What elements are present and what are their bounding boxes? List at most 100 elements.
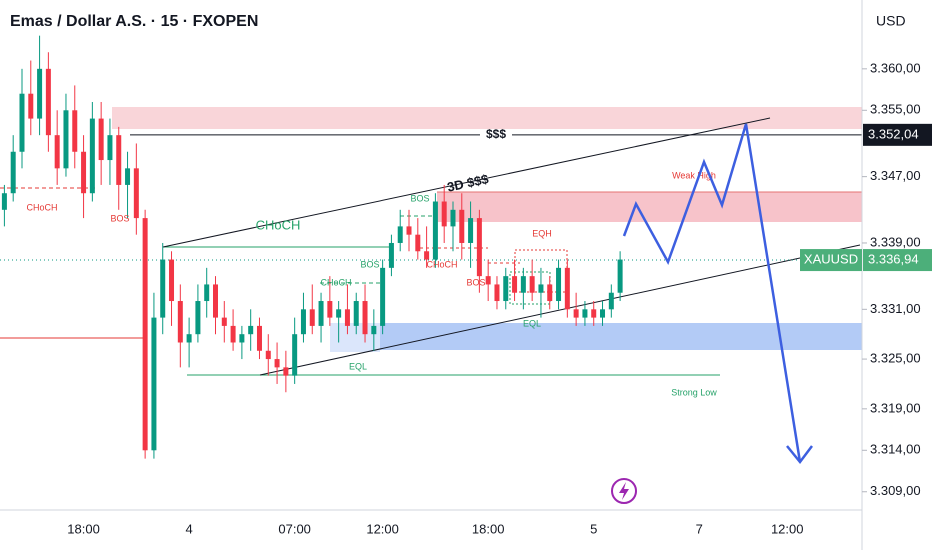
candle-body (19, 93, 25, 152)
y-tick-label: 3.319,00 (870, 400, 921, 415)
candle-body (556, 267, 562, 302)
candle-body (406, 226, 412, 235)
candle-body (63, 110, 69, 169)
candle-body (81, 151, 87, 194)
projection-arrow (786, 445, 813, 465)
candle-body (230, 325, 236, 343)
candle-body (459, 209, 465, 243)
candle-body (37, 68, 43, 119)
candle-body (239, 334, 245, 343)
candle-body (28, 93, 34, 119)
candle-body (327, 301, 333, 318)
candle-body (468, 218, 474, 243)
candle-body (476, 218, 482, 277)
candle-body (186, 334, 192, 343)
x-tick-label: 7 (696, 521, 703, 536)
candle-body (292, 334, 298, 376)
drawing-line (259, 244, 861, 376)
candle-body (133, 168, 139, 219)
demand-zone (380, 323, 862, 350)
candle-body (591, 309, 597, 318)
annotation: BOS (360, 259, 379, 269)
candle-body (503, 276, 509, 302)
candle-body (388, 242, 394, 268)
candle-body (265, 350, 271, 360)
annotation: Strong Low (671, 387, 717, 397)
drawing-line (162, 117, 771, 248)
candle-body (151, 317, 157, 451)
candle-body (450, 209, 456, 227)
annotation: EQL (349, 361, 367, 371)
candle-body (485, 276, 491, 285)
candle-body (362, 301, 368, 335)
supply-zone (437, 192, 862, 222)
level-text: $$$ (486, 127, 506, 141)
candle-body (89, 118, 95, 194)
supply-zone (112, 107, 862, 129)
y-tick-label: 3.360,00 (870, 60, 921, 75)
candle-body (213, 284, 218, 318)
candle-body (221, 317, 227, 326)
candle-body (98, 118, 104, 161)
candle-body (520, 276, 526, 293)
x-tick-label: 12:00 (366, 521, 399, 536)
annotation: BOS (110, 213, 129, 223)
candle-body (10, 151, 16, 194)
y-tick-label: 3.314,00 (870, 442, 921, 457)
candle-body (116, 135, 122, 185)
y-tick-label: 3.325,00 (870, 351, 921, 366)
level-badge (863, 123, 932, 146)
candle-body (424, 251, 430, 260)
annotation: BOS (466, 277, 485, 287)
candle-body (204, 284, 210, 302)
annotation: BOS (410, 193, 429, 203)
candle-body (169, 259, 175, 302)
candle-body (54, 135, 60, 169)
annotation: EQH (532, 228, 552, 238)
x-tick-label: 5 (590, 521, 597, 536)
annotation: CHoCH (320, 277, 351, 287)
y-tick-label: 3.331,00 (870, 301, 921, 316)
candle-body (573, 309, 579, 318)
x-tick-label: 4 (185, 521, 192, 536)
candle-body (160, 259, 166, 318)
candle-body (336, 309, 342, 318)
candle-body (494, 284, 500, 302)
candle-body (309, 309, 315, 326)
y-tick-label: 3.309,00 (870, 483, 921, 498)
candle-body (195, 301, 201, 335)
symbol-badge (800, 249, 862, 272)
candle-body (608, 292, 614, 310)
candle-body (564, 267, 570, 310)
y-axis-label: USD (876, 13, 906, 29)
x-tick-label: 12:00 (771, 521, 804, 536)
candle-body (72, 110, 78, 152)
projection (622, 123, 802, 463)
candle-body (142, 218, 148, 451)
candle-body (177, 301, 183, 343)
candle-body (397, 226, 403, 243)
candle-body (415, 234, 421, 252)
candle-body (538, 284, 544, 293)
annotation: CHoCH (256, 217, 301, 232)
candle-body (512, 276, 518, 293)
candle-body (617, 259, 623, 293)
candle-body (547, 284, 553, 302)
candle-body (353, 301, 359, 326)
candle-body (432, 201, 438, 260)
x-tick-label: 18:00 (67, 521, 100, 536)
candle-body (1, 193, 7, 210)
event-bolt (619, 482, 629, 500)
price-badge (863, 249, 932, 272)
annotation: EQL (523, 318, 541, 328)
chart-title: Emas / Dollar A.S. · 15 · FXOPEN (10, 13, 258, 30)
level-label: 3.352,04 (868, 126, 919, 141)
candle-body (344, 309, 350, 326)
candle-body (441, 201, 447, 227)
candle-body (318, 301, 324, 326)
candle-body (45, 68, 51, 136)
